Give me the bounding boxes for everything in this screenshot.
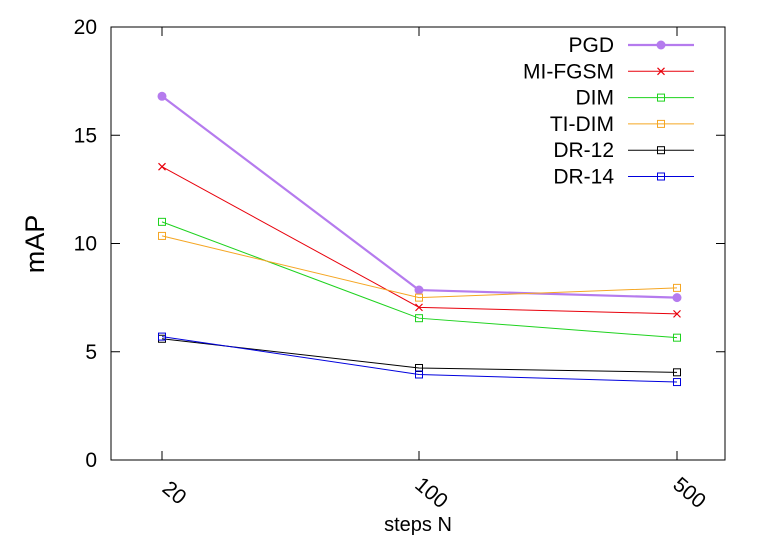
legend-item: DIM [576,87,694,110]
data-point [158,231,166,240]
x-tick-label: 20 [158,477,191,510]
legend-label: DR-14 [553,166,614,189]
data-point [158,162,166,171]
series-dim [158,217,681,342]
series-line [161,235,678,299]
y-tick-label: 5 [85,341,97,364]
legend-marker [656,40,666,50]
series-line [161,336,678,383]
legend: PGD MI-FGSM DIM TI-DIM DR-12 DR-14 [523,34,694,189]
data-point [672,293,682,303]
legend-item: DR-14 [553,166,694,189]
data-point [673,309,681,318]
y-tick-label: 15 [74,124,97,147]
legend-label: DR-12 [553,139,614,162]
plot-frame [110,26,726,461]
y-axis: 0 5 10 15 20 [74,16,725,472]
x-axis-title: steps N [384,514,452,536]
y-tick-label: 10 [74,233,97,256]
data-point [415,303,423,312]
data-point [415,293,423,302]
legend-marker [657,146,665,155]
legend-item: PGD [568,34,694,57]
data-point [673,333,681,342]
data-point [415,370,423,379]
legend-label: TI-DIM [550,113,614,136]
legend-marker [657,67,665,76]
x-tick-label: 100 [410,473,452,513]
data-point [158,217,166,226]
y-axis-title: mAP [20,215,50,274]
legend-label: DIM [576,87,615,110]
legend-item: TI-DIM [550,113,694,136]
data-point [673,378,681,387]
series-dr-12 [158,334,681,377]
data-point [414,285,424,295]
x-tick-label: 500 [668,473,710,513]
x-axis: 20 100 500 [158,27,710,513]
data-point [158,332,166,341]
data-point [415,363,423,372]
legend-marker [657,93,665,102]
series-pgd [157,91,682,303]
legend-item: DR-12 [553,139,694,162]
y-tick-label: 0 [85,449,97,472]
series-dr-14 [158,332,681,387]
data-point [673,368,681,377]
y-tick-label: 20 [74,16,97,39]
legend-label: MI-FGSM [523,60,614,83]
data-point [415,314,423,323]
data-point [157,91,167,101]
legend-marker [657,172,665,181]
data-point [673,283,681,292]
legend-marker [657,119,665,128]
legend-item: MI-FGSM [523,60,694,83]
legend-label: PGD [568,34,614,57]
series-ti-dim [158,231,681,302]
series-line [161,221,678,339]
series-mi-fgsm [158,162,681,318]
series-line [161,338,678,373]
series-layer [157,91,682,387]
